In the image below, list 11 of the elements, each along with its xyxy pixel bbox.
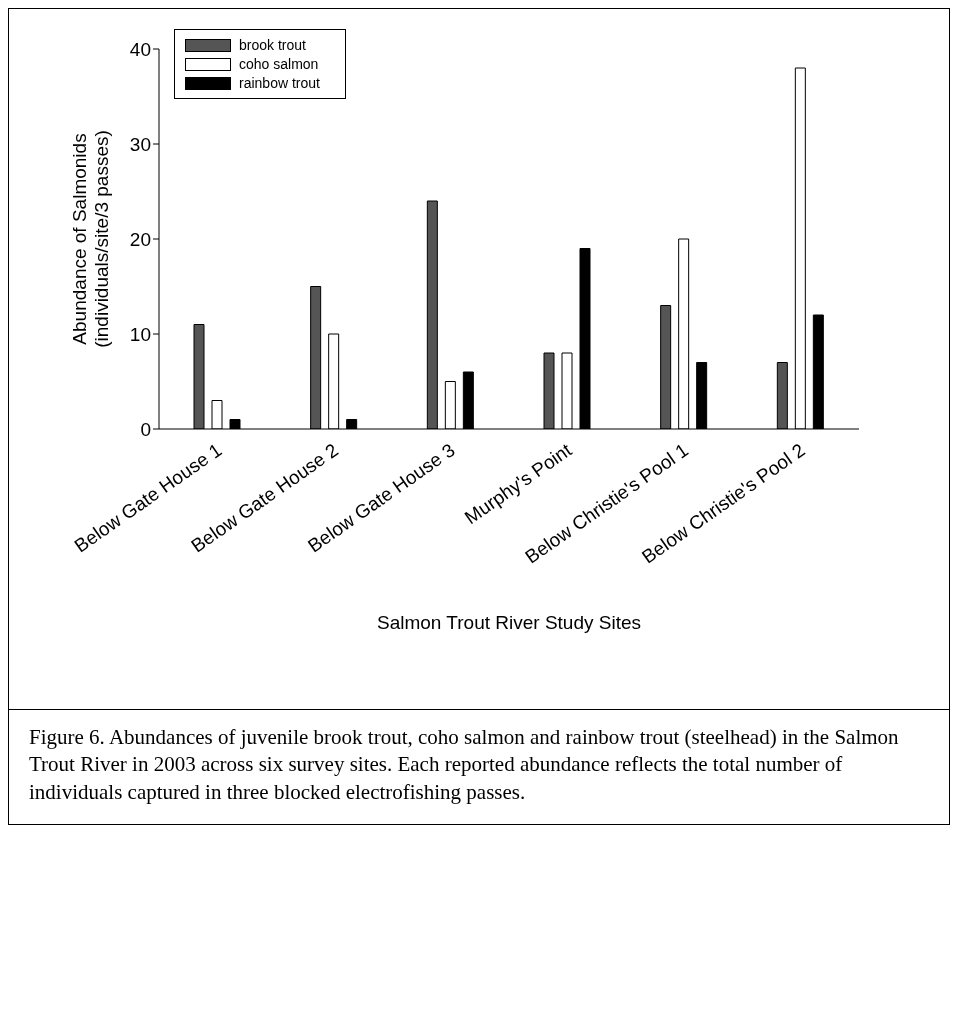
y-tick-label: 20 xyxy=(129,228,151,250)
caption: Figure 6. Abundances of juvenile brook trout, coho salmon and rainbow trout (steelhead) in the Salmon Trout River in 2003 across six survey sites. Each reported abundance reflects the total number of individuals captured in three blocked electrofishing passes. xyxy=(29,724,900,806)
y-tick-label: 10 xyxy=(129,323,151,345)
y-tick-label: 0 xyxy=(140,418,151,440)
y-tick-label: 30 xyxy=(129,133,151,155)
legend-label: brook trout xyxy=(239,37,306,53)
y-axis-title: Abundance of Salmonids (individuals/site/3 passes) xyxy=(69,130,112,348)
y-tick-label: 40 xyxy=(129,38,151,60)
legend-label: rainbow trout xyxy=(239,75,320,91)
x-axis-title: Salmon Trout River Study Sites xyxy=(377,612,641,633)
legend-label: coho salmon xyxy=(239,56,319,72)
